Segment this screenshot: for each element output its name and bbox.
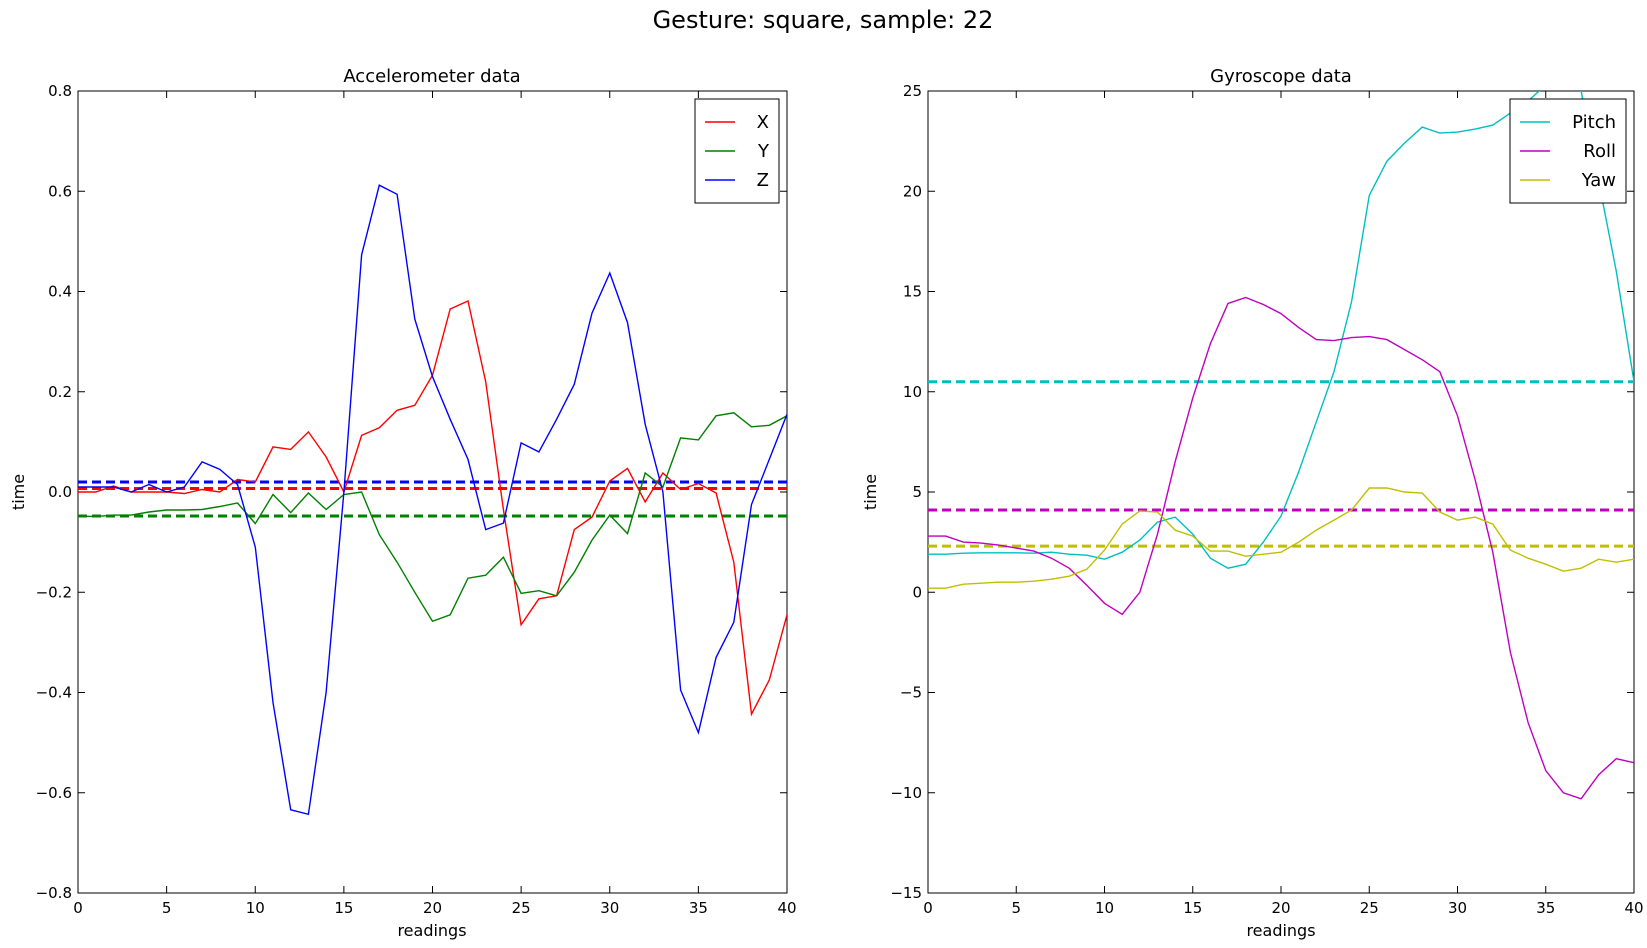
y-tick-label: 5: [912, 483, 922, 501]
y-tick-label: 25: [903, 82, 922, 100]
series-line-x: [78, 300, 787, 717]
y-tick-label: 20: [903, 182, 922, 200]
figure-suptitle: Gesture: square, sample: 22: [653, 6, 994, 34]
legend-label-pitch: Pitch: [1572, 112, 1616, 133]
panel-title: Gyroscope data: [1210, 66, 1352, 87]
series-line-yaw: [928, 487, 1634, 589]
y-axis-label: time: [861, 474, 880, 510]
y-tick-label: −0.2: [36, 583, 72, 601]
series-line-z: [78, 184, 787, 816]
y-tick-label: 0.8: [48, 82, 72, 100]
legend-label-x: X: [757, 112, 769, 133]
series-line-y: [78, 412, 787, 623]
x-tick-label: 5: [1011, 899, 1021, 917]
series-line-roll: [928, 296, 1634, 800]
x-tick-label: 10: [1095, 899, 1114, 917]
x-tick-label: 25: [1360, 899, 1379, 917]
legend-label-yaw: Yaw: [1581, 170, 1616, 191]
plot-area: [78, 184, 787, 816]
accelerometer-panel: Accelerometer data readings time 0 5 10 15 2…: [9, 66, 797, 940]
y-axis-label: time: [9, 474, 28, 510]
legend-label-y: Y: [757, 141, 770, 162]
x-tick-label: 30: [600, 899, 619, 917]
x-tick-label: 30: [1448, 899, 1467, 917]
x-tick-label: 0: [73, 899, 83, 917]
y-tick-label: −15: [890, 884, 922, 902]
x-tick-label: 0: [923, 899, 933, 917]
x-tick-label: 35: [689, 899, 708, 917]
y-tick-label: −0.4: [36, 684, 72, 702]
y-tick-label: −10: [890, 784, 922, 802]
y-tick-label: 10: [903, 383, 922, 401]
x-axis-label: readings: [397, 921, 466, 940]
y-tick-label: 0.4: [48, 283, 72, 301]
x-tick-label: 40: [777, 899, 796, 917]
y-tick-label: 0.6: [48, 182, 72, 200]
x-tick-label: 15: [1183, 899, 1202, 917]
plot-area: [928, 91, 1634, 800]
gyroscope-panel: Gyroscope data readings time 0 5 10 15 20 25 3…: [861, 66, 1644, 940]
x-tick-label: 15: [334, 899, 353, 917]
y-tick-label: −5: [900, 684, 922, 702]
panel-title: Accelerometer data: [343, 66, 520, 87]
legend-label-z: Z: [757, 170, 769, 191]
y-tick-label: 15: [903, 283, 922, 301]
x-tick-label: 5: [162, 899, 172, 917]
x-tick-label: 35: [1536, 899, 1555, 917]
legend: Pitch Roll Yaw: [1509, 98, 1627, 204]
y-tick-label: 0.0: [48, 483, 72, 501]
axes-frame: [77, 90, 788, 894]
x-tick-label: 10: [246, 899, 265, 917]
axes-frame: [927, 90, 1635, 894]
x-tick-label: 20: [1271, 899, 1290, 917]
legend: XYZ: [694, 98, 780, 204]
y-tick-label: 0: [912, 583, 922, 601]
y-tick-label: −0.8: [36, 884, 72, 902]
y-tick-label: 0.2: [48, 383, 72, 401]
legend-label-roll: Roll: [1583, 141, 1616, 162]
x-axis-label: readings: [1246, 921, 1315, 940]
x-tick-label: 20: [423, 899, 442, 917]
x-tick-label: 40: [1624, 899, 1643, 917]
y-tick-label: −0.6: [36, 784, 72, 802]
x-tick-label: 25: [512, 899, 531, 917]
